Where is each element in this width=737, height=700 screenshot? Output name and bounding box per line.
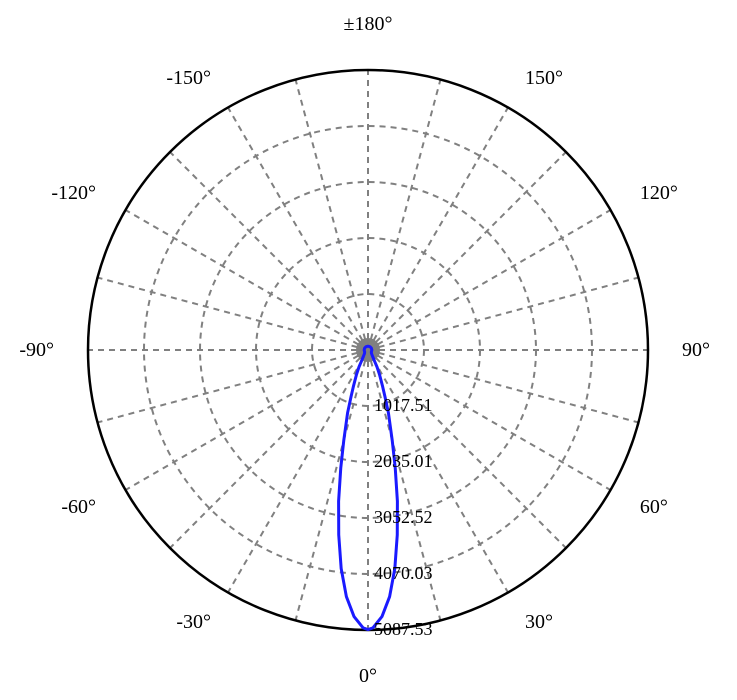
polar-chart: 1017.51 2035.01 3052.52 4070.03 5087.53 ±180°… xyxy=(0,0,737,700)
angle-tick-label: -150° xyxy=(166,67,211,89)
angle-tick-label: -60° xyxy=(61,496,96,518)
angle-tick-label: 120° xyxy=(640,182,678,204)
angle-tick-label: 0° xyxy=(359,665,377,687)
center-dot xyxy=(356,338,380,362)
angle-tick-label: -30° xyxy=(176,611,211,633)
angle-tick-label: 150° xyxy=(525,67,563,89)
angle-tick-label: 60° xyxy=(640,496,668,518)
angle-tick-label: -120° xyxy=(51,182,96,204)
radial-tick-label: 1017.51 xyxy=(374,395,433,415)
angle-tick-label: ±180° xyxy=(344,13,393,35)
angle-tick-label: 90° xyxy=(682,339,710,361)
radial-tick-label: 5087.53 xyxy=(374,619,433,639)
radial-tick-label: 3052.52 xyxy=(374,507,433,527)
radial-tick-label: 2035.01 xyxy=(374,451,433,471)
radial-tick-label: 4070.03 xyxy=(374,563,433,583)
angle-tick-label: -90° xyxy=(19,339,54,361)
angle-tick-label: 30° xyxy=(525,611,553,633)
